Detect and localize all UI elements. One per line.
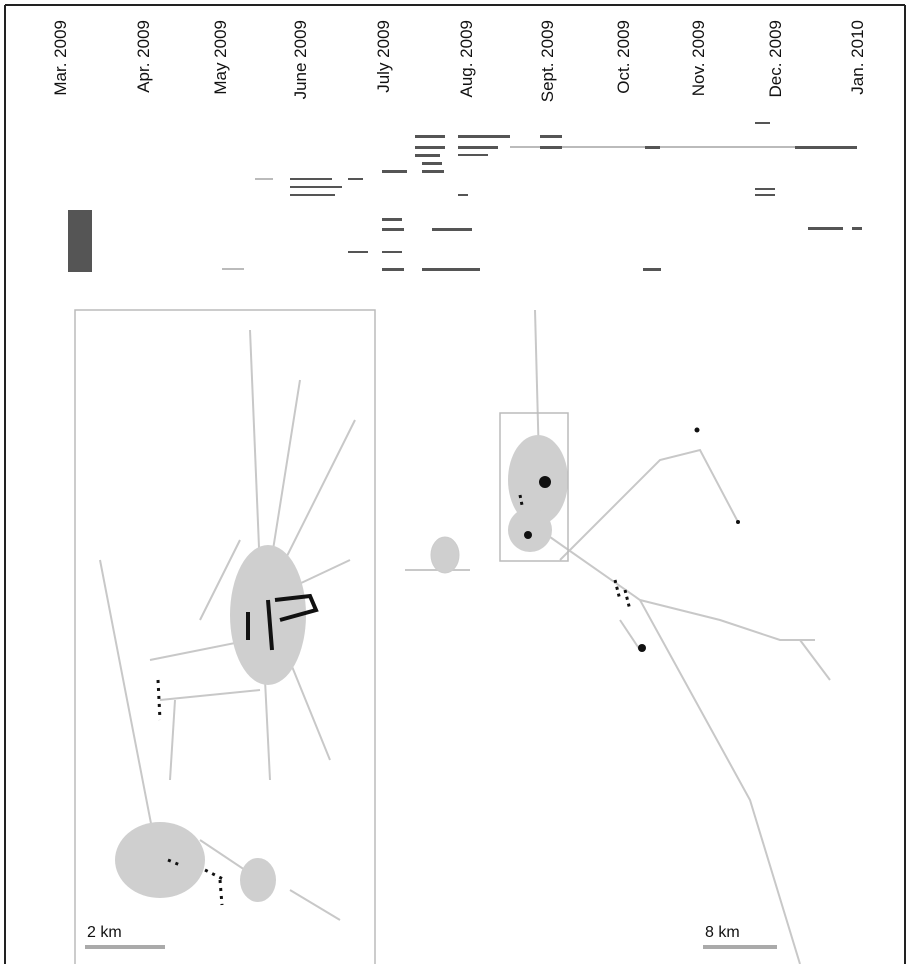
dash: [432, 228, 472, 231]
point-cluster: [638, 644, 646, 652]
timeline-dashes: [68, 122, 862, 272]
point: [736, 520, 740, 524]
dash: [645, 146, 660, 149]
dash: [795, 146, 857, 149]
month-label: Oct. 2009: [614, 20, 633, 94]
figure: Mar. 2009 Apr. 2009 May 2009 June 2009 July …: [0, 0, 910, 964]
month-label: Apr. 2009: [134, 20, 153, 93]
dash: [458, 194, 468, 196]
dash: [382, 268, 404, 271]
dash: [415, 135, 445, 138]
inset-cluster: [240, 858, 276, 902]
dash: [422, 268, 480, 271]
dash: [415, 146, 445, 149]
month-label: June 2009: [291, 20, 310, 99]
overview-tracks: [405, 310, 830, 964]
dash: [348, 178, 363, 180]
dash: [458, 146, 498, 149]
dash: [755, 194, 775, 196]
scale-label: 8 km: [705, 924, 740, 941]
dash: [255, 178, 273, 180]
month-label: Jan. 2010: [848, 20, 867, 95]
dash: [808, 227, 843, 230]
dash: [290, 186, 342, 188]
point-cluster: [539, 476, 551, 488]
month-label: July 2009: [374, 20, 393, 93]
dash-cluster: [68, 210, 92, 272]
dash: [458, 135, 510, 138]
dash: [415, 154, 440, 157]
dash: [458, 154, 488, 156]
dash: [382, 251, 402, 253]
scale-label: 2 km: [87, 924, 122, 941]
dash: [290, 178, 332, 180]
month-label: Mar. 2009: [51, 20, 70, 96]
dash: [382, 218, 402, 221]
dash: [382, 170, 407, 173]
overview-map: 8 km: [405, 310, 830, 964]
dash: [540, 146, 562, 149]
inset-map: 2 km: [75, 310, 375, 964]
month-label: Aug. 2009: [457, 20, 476, 98]
point-cluster: [524, 531, 532, 539]
month-labels: Mar. 2009 Apr. 2009 May 2009 June 2009 July …: [51, 20, 867, 102]
month-label: May 2009: [211, 20, 230, 95]
dash: [290, 194, 335, 196]
month-label: Sept. 2009: [538, 20, 557, 102]
overview-cluster: [431, 537, 459, 573]
dash: [222, 268, 244, 270]
inset-cluster: [115, 822, 205, 898]
dash: [755, 188, 775, 190]
dash: [422, 162, 442, 165]
month-label: Nov. 2009: [689, 20, 708, 96]
dash: [643, 268, 661, 271]
dash: [382, 228, 404, 231]
dash: [422, 170, 444, 173]
month-label: Dec. 2009: [766, 20, 785, 98]
point: [695, 428, 700, 433]
dash: [852, 227, 862, 230]
overview-cluster: [508, 508, 552, 552]
dash: [540, 135, 562, 138]
dash: [348, 251, 368, 253]
dash: [755, 122, 770, 124]
